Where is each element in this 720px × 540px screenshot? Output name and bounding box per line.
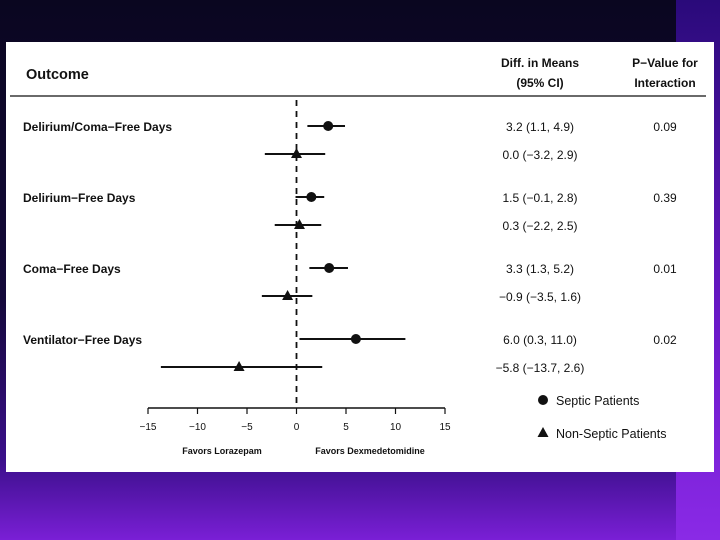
x-tick-label: 5: [343, 422, 349, 433]
diff-in-means-value: 3.3 (1.3, 5.2): [506, 262, 574, 276]
x-tick-label: −15: [140, 422, 157, 433]
point-estimate-septic: [324, 263, 335, 273]
p-value: 0.39: [653, 191, 677, 205]
legend: Septic Patients Non-Septic Patients: [537, 394, 666, 441]
point-estimate-non-septic: [282, 290, 294, 300]
x-tick-label: 15: [439, 422, 451, 433]
x-tick-label: 0: [294, 422, 300, 433]
diff-header-line2: (95% CI): [516, 76, 563, 90]
x-tick-label: −10: [189, 422, 206, 433]
outcome-label: Delirium/Coma−Free Days: [23, 120, 172, 134]
p-value: 0.02: [653, 333, 677, 347]
pvalue-header-line1: P−Value for: [632, 56, 698, 70]
favors-right-label: Favors Dexmedetomidine: [315, 446, 425, 456]
x-tick-label: 10: [390, 422, 402, 433]
diff-in-means-value: 0.0 (−3.2, 2.9): [502, 148, 577, 162]
diff-in-means-value: −0.9 (−3.5, 1.6): [499, 290, 581, 304]
legend-label: Septic Patients: [556, 394, 639, 408]
diff-in-means-value: 6.0 (0.3, 11.0): [503, 333, 577, 347]
legend-marker: [538, 395, 548, 405]
x-axis: −15 −10 −5 0 5 10 15 Favors Lorazepam Favors Dex…: [140, 407, 451, 456]
point-estimate-septic: [306, 192, 317, 202]
x-tick-label: −5: [241, 422, 253, 433]
chart-panel: [6, 42, 714, 472]
outcome-header: Outcome: [26, 67, 89, 83]
p-value: 0.09: [653, 120, 677, 134]
legend-label: Non-Septic Patients: [556, 427, 666, 441]
point-estimate-non-septic: [291, 148, 302, 158]
diff-in-means-value: −5.8 (−13.7, 2.6): [496, 361, 585, 375]
point-estimate-septic: [323, 121, 334, 131]
diff-header-line1: Diff. in Means: [501, 56, 579, 70]
favors-left-label: Favors Lorazepam: [182, 446, 262, 456]
p-value: 0.01: [653, 262, 677, 276]
pvalue-header-line2: Interaction: [634, 76, 695, 90]
diff-in-means-value: 0.3 (−2.2, 2.5): [502, 219, 577, 233]
table-header: Outcome Diff. in Means (95% CI) P−Value …: [10, 56, 706, 97]
outcome-label: Delirium−Free Days: [23, 191, 136, 205]
outcome-label: Coma−Free Days: [23, 262, 121, 276]
outcome-label: Ventilator−Free Days: [23, 333, 142, 347]
point-estimate-non-septic: [233, 361, 245, 371]
diff-in-means-value: 3.2 (1.1, 4.9): [506, 120, 574, 134]
diff-in-means-value: 1.5 (−0.1, 2.8): [502, 191, 577, 205]
plot-area: Delirium/Coma−Free Days 0.09 3.2 (1.1, 4.9…: [23, 100, 677, 408]
point-estimate-septic: [350, 334, 361, 344]
legend-marker: [537, 427, 549, 437]
